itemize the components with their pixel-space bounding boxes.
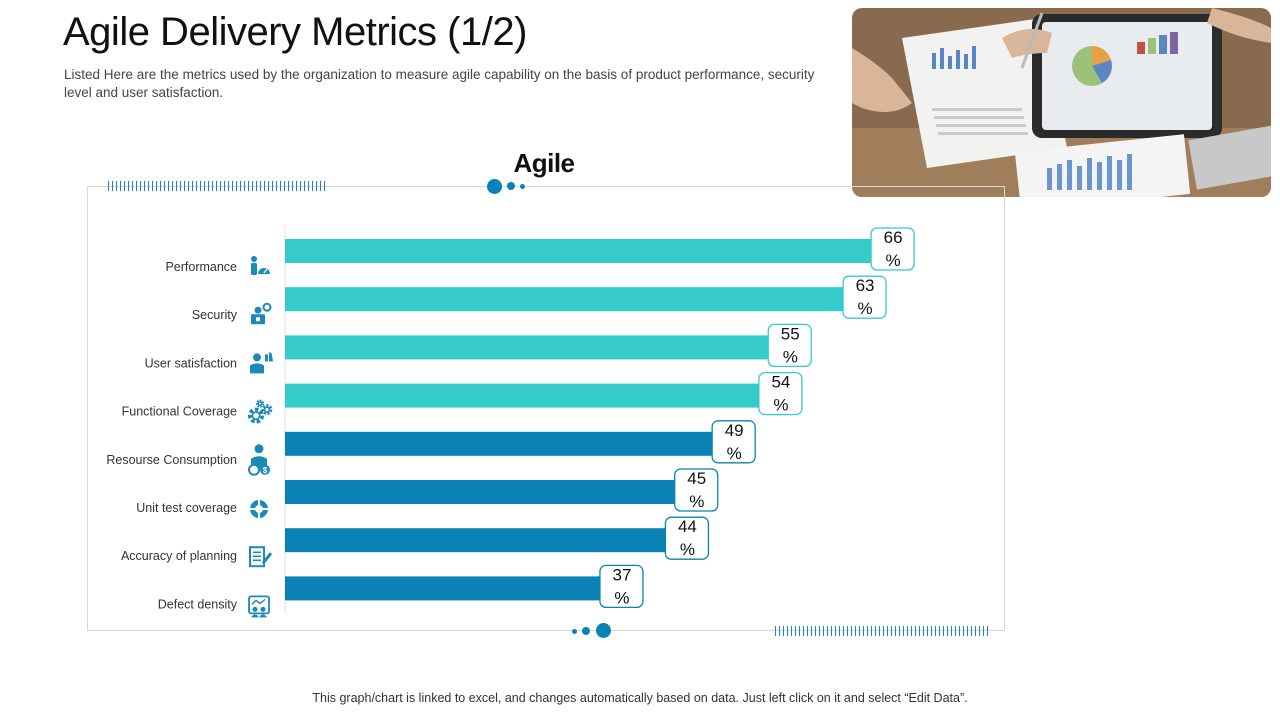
data-label-unit: %	[857, 299, 872, 318]
decorative-dot	[487, 179, 502, 194]
data-label-box	[767, 323, 812, 368]
data-label-unit: %	[614, 588, 629, 607]
page-title: Agile Delivery Metrics (1/2)	[63, 10, 527, 54]
data-label-unit: %	[783, 347, 798, 366]
data-label-unit: %	[773, 396, 788, 415]
resource-consumption-icon: $	[248, 444, 270, 476]
data-label-box	[674, 468, 719, 512]
data-label-unit: %	[680, 540, 695, 559]
decorative-dot	[596, 623, 611, 638]
category-label: Performance	[165, 260, 237, 274]
decorative-dot	[507, 182, 515, 190]
user-satisfaction-icon	[250, 352, 273, 374]
decorative-dot	[520, 184, 525, 189]
decorative-dot	[572, 629, 577, 634]
data-label-value: 66	[884, 228, 903, 247]
bar-unit-test-coverage	[285, 480, 706, 504]
category-label: Unit test coverage	[136, 501, 237, 515]
data-label-box	[870, 227, 915, 271]
data-label-value: 37	[612, 565, 631, 584]
bar-performance	[285, 239, 903, 263]
unit-test-coverage-icon	[250, 500, 268, 518]
category-label: Accuracy of planning	[121, 549, 237, 563]
bar-functional-coverage	[285, 383, 790, 408]
bar-resourse-consumption	[285, 431, 744, 456]
data-label-value: 63	[856, 276, 875, 295]
bar-defect-density	[285, 576, 631, 601]
data-label-unit: %	[689, 492, 704, 511]
data-label-unit: %	[727, 444, 742, 463]
data-label-box	[711, 420, 756, 464]
bar-security	[285, 287, 875, 312]
functional-coverage-icon	[247, 399, 273, 424]
category-label: Resourse Consumption	[106, 453, 237, 467]
accuracy-of-planning-icon	[249, 546, 273, 568]
page-subtitle: Listed Here are the metrics used by the …	[64, 67, 815, 100]
security-icon	[251, 302, 272, 325]
category-label: Functional Coverage	[122, 405, 237, 419]
chart-title: Agile	[513, 148, 575, 178]
data-label-box	[664, 516, 710, 560]
data-label-unit: %	[886, 251, 901, 270]
decorative-hatch-top	[108, 181, 326, 191]
footer-note: This graph/chart is linked to excel, and…	[312, 691, 968, 705]
performance-icon	[251, 256, 270, 275]
svg-text:$: $	[263, 466, 268, 475]
decorative-hatch-bottom	[775, 626, 989, 636]
data-label-value: 44	[678, 517, 697, 536]
defect-density-icon	[248, 595, 270, 618]
chart-frame	[87, 186, 1005, 631]
data-label-box	[599, 564, 644, 609]
data-label-value: 55	[781, 324, 800, 343]
decorative-dot	[582, 627, 590, 635]
bar-accuracy-of-planning	[285, 528, 697, 553]
category-label: Security	[192, 308, 238, 322]
category-label: User satisfaction	[145, 356, 237, 370]
bar-user-satisfaction	[285, 335, 800, 360]
data-label-value: 54	[771, 373, 790, 392]
data-label-value: 45	[687, 469, 706, 488]
data-label-value: 49	[725, 421, 744, 440]
data-label-box	[842, 275, 887, 319]
category-label: Defect density	[158, 597, 238, 611]
data-label-box	[758, 371, 803, 416]
business-charts-photo	[852, 8, 1271, 197]
